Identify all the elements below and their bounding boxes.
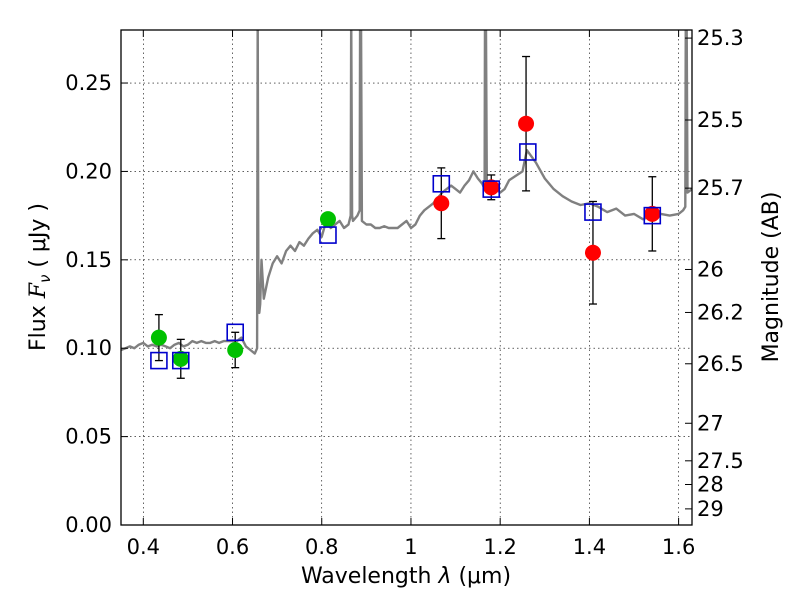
data-points <box>150 55 662 379</box>
plot-frame <box>120 29 693 526</box>
data-point <box>227 341 244 358</box>
model-band-box <box>150 351 168 370</box>
data-point <box>433 195 450 212</box>
model-band-box <box>171 351 190 370</box>
mag-tick-label: 25.7 <box>697 176 744 200</box>
y-tick-label: 0.20 <box>65 159 112 183</box>
data-point <box>150 329 167 346</box>
x-axis-label: Wavelength λ (μm) <box>301 564 511 589</box>
mag-tick-label: 26.2 <box>697 300 744 324</box>
model-band-box <box>319 226 337 244</box>
axis-labels: Wavelength λ (μm) Flux Fν ( μJy ) Magnitud… <box>26 192 784 589</box>
data-point <box>319 211 336 228</box>
y-tick-label: 0.25 <box>65 71 112 95</box>
x-tick-label: 0.6 <box>216 535 249 559</box>
model-band-box <box>226 323 244 342</box>
y-axis-label: Flux Fν ( μJy ) <box>26 203 54 351</box>
x-tick-label: 1 <box>404 535 417 559</box>
x-tick-label: 0.4 <box>127 535 160 559</box>
x-tick-label: 1.4 <box>573 535 606 559</box>
right-axis-label: Magnitude (AB) <box>759 192 784 363</box>
data-point <box>483 179 500 196</box>
x-tick-label: 1.2 <box>483 535 516 559</box>
model-band-box <box>584 203 602 221</box>
mag-tick-label: 25.3 <box>697 26 744 50</box>
mag-tick-label: 26.5 <box>697 352 744 376</box>
model-band-box <box>643 206 662 225</box>
mag-tick-label: 27.5 <box>697 449 744 473</box>
data-point <box>584 244 601 261</box>
y-tick-label: 0.10 <box>65 336 112 360</box>
mag-tick-label: 27 <box>697 411 724 435</box>
plot-area <box>121 30 692 525</box>
model-band-box <box>519 143 537 161</box>
mag-tick-label: 29 <box>697 497 724 521</box>
model-band-box <box>432 175 451 193</box>
model-band-box <box>482 180 501 198</box>
model-spectrum <box>121 30 692 355</box>
mag-tick-label: 28 <box>697 473 724 497</box>
x-tick-label: 0.8 <box>305 535 338 559</box>
mag-tick-label: 26 <box>697 257 724 281</box>
y-tick-label: 0.00 <box>65 513 112 537</box>
y-tick-label: 0.15 <box>65 248 112 272</box>
mag-tick-label: 25.5 <box>697 108 744 132</box>
x-tick-label: 1.6 <box>662 535 695 559</box>
data-point <box>172 350 189 367</box>
data-point <box>644 205 661 222</box>
y-tick-label: 0.05 <box>65 425 112 449</box>
data-point <box>518 115 535 132</box>
axis-ticks: 0.4 0.6 0.8 1 1.2 1.4 1.6 0.00 0.05 0.10 0.15 0.20 0… <box>65 26 744 559</box>
grid <box>121 30 692 526</box>
model-spectrum-line <box>121 30 692 355</box>
